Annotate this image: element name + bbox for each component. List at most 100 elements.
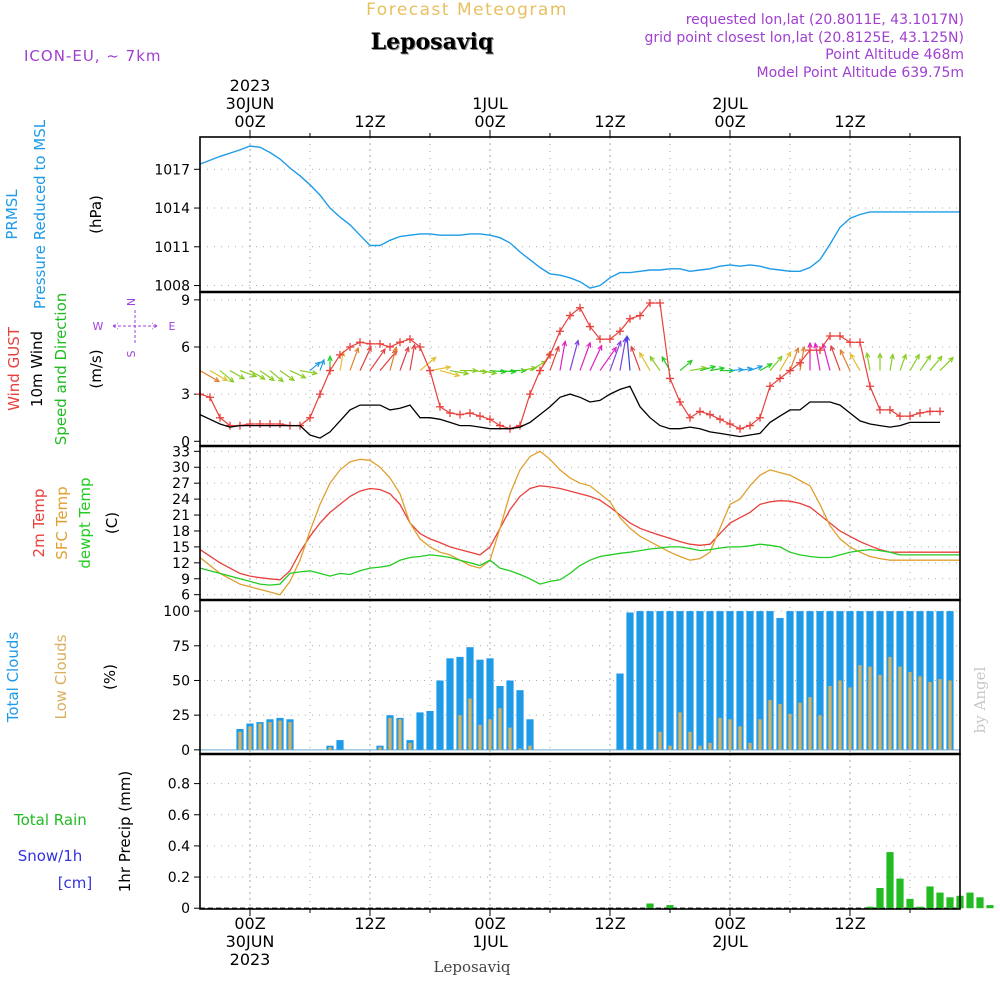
wind-arrow-head bbox=[901, 353, 907, 360]
y-tick-label: 75 bbox=[172, 639, 190, 655]
wind-arrow-shaft bbox=[626, 336, 631, 371]
rain-bar bbox=[876, 888, 884, 909]
low-cloud-bar bbox=[868, 666, 872, 750]
gust-marker bbox=[706, 410, 714, 419]
bottom-tick-label: 2JUL bbox=[712, 932, 748, 951]
wind-arrow-head bbox=[574, 339, 580, 346]
total-cloud-bar bbox=[656, 611, 664, 750]
low-cloud-bar bbox=[708, 742, 712, 750]
gust-marker bbox=[306, 413, 314, 422]
wind-arrow-shaft bbox=[630, 346, 641, 371]
total-cloud-bar bbox=[626, 612, 634, 750]
gust-marker bbox=[776, 374, 784, 383]
panel-axis-label: Low Clouds bbox=[52, 634, 70, 719]
wind-arrow-shaft bbox=[569, 340, 579, 371]
gust-marker bbox=[786, 366, 794, 375]
location-title: Leposaviq bbox=[371, 29, 494, 55]
wind-direction-arrow bbox=[229, 370, 246, 380]
total-cloud-bar bbox=[736, 611, 744, 750]
wind-arrow-head bbox=[807, 341, 813, 348]
top-tick-label: 2JUL bbox=[712, 94, 748, 113]
gust-marker bbox=[366, 339, 374, 348]
low-cloud-bar bbox=[668, 745, 672, 750]
wind-arrow-head bbox=[228, 377, 235, 383]
panel-axis-label: Wind GUST bbox=[5, 326, 23, 411]
gust-marker bbox=[816, 346, 824, 355]
wind-arrow-shaft bbox=[909, 354, 920, 371]
wind-arrow-shaft bbox=[814, 343, 821, 371]
gust-marker bbox=[846, 338, 854, 347]
panel-axis-label: PRMSL bbox=[3, 189, 21, 240]
wind-direction-arrow bbox=[559, 340, 568, 371]
wind-arrow-head bbox=[829, 344, 836, 352]
top-tick-label: 12Z bbox=[594, 112, 625, 131]
wind-arrow-shaft bbox=[249, 370, 266, 380]
gust-marker bbox=[246, 420, 254, 428]
total-cloud-bar bbox=[816, 611, 824, 750]
wind-arrow-head bbox=[354, 346, 360, 354]
wind-direction-arrow bbox=[549, 345, 560, 371]
y-tick-label: 15 bbox=[172, 540, 190, 556]
gust-marker bbox=[226, 421, 234, 430]
wind-direction-arrow bbox=[829, 344, 841, 371]
wind-arrow-head bbox=[430, 356, 437, 363]
wind-direction-arrow bbox=[399, 346, 410, 371]
y-tick-label: 0.2 bbox=[168, 870, 190, 886]
wind-direction-arrow bbox=[249, 370, 266, 380]
compass-east: E bbox=[169, 320, 176, 333]
low-cloud-bar bbox=[818, 715, 822, 750]
gust-marker bbox=[376, 339, 384, 348]
low-cloud-bar bbox=[678, 712, 682, 750]
wind-direction-arrow bbox=[739, 366, 754, 372]
total-cloud-bar bbox=[666, 611, 674, 750]
top-tick-label: 00Z bbox=[234, 112, 265, 131]
rain-bar bbox=[926, 886, 934, 909]
y-tick-label: 0.6 bbox=[168, 808, 190, 824]
wind-direction-arrow bbox=[779, 351, 792, 371]
wind-arrow-head bbox=[411, 343, 417, 350]
gust-marker bbox=[456, 410, 464, 419]
total-cloud-bar bbox=[746, 611, 754, 750]
wind-arrow-head bbox=[597, 344, 603, 351]
y-tick-label: 30 bbox=[172, 460, 190, 476]
gust-marker bbox=[406, 335, 414, 344]
panel-axis-label: Pressure Reduced to MSL bbox=[31, 119, 49, 309]
low-cloud-bar bbox=[258, 723, 262, 750]
wind-direction-arrow bbox=[319, 358, 325, 371]
total-cloud-bar bbox=[516, 690, 524, 750]
gust-marker bbox=[736, 424, 744, 433]
gust-marker bbox=[666, 374, 674, 383]
gust-marker bbox=[326, 366, 334, 375]
wind-arrow-head bbox=[710, 365, 717, 371]
wind-arrow-head bbox=[889, 353, 895, 360]
point-altitude: Point Altitude 468m bbox=[825, 47, 964, 63]
wind-arrow-head bbox=[849, 352, 855, 360]
compass-west: W bbox=[93, 320, 104, 333]
wind-arrow-head bbox=[472, 367, 479, 374]
wind-arrow-head bbox=[213, 377, 221, 383]
gust-marker bbox=[806, 346, 814, 355]
low-cloud-bar bbox=[468, 698, 472, 750]
grid-point-coords: grid point closest lon,lat (20.8125E, 43… bbox=[644, 30, 964, 46]
wind-arrow-shaft bbox=[389, 347, 397, 371]
top-tick-label: 00Z bbox=[474, 112, 505, 131]
y-tick-label: 24 bbox=[172, 492, 190, 508]
low-cloud-bar bbox=[718, 717, 722, 750]
wind-arrow-shaft bbox=[929, 356, 943, 371]
bottom-location: Leposaviq bbox=[434, 958, 511, 976]
y-tick-label: 25 bbox=[172, 708, 190, 724]
wind-direction-arrow bbox=[799, 345, 807, 371]
wind-arrow-head bbox=[649, 355, 655, 362]
total-cloud-bar bbox=[786, 611, 794, 750]
wind-arrow-shaft bbox=[369, 348, 386, 371]
wind-arrow-shaft bbox=[589, 345, 603, 371]
total-cloud-bar bbox=[636, 611, 644, 750]
low-cloud-bar bbox=[498, 708, 502, 750]
wind-direction-arrow bbox=[749, 365, 764, 372]
wind-arrow-head bbox=[222, 375, 229, 382]
y-tick-label: 0.8 bbox=[168, 777, 190, 793]
low-cloud-bar bbox=[898, 666, 902, 750]
wind-direction-arrow bbox=[864, 351, 871, 371]
wind-direction-arrow bbox=[899, 353, 907, 371]
